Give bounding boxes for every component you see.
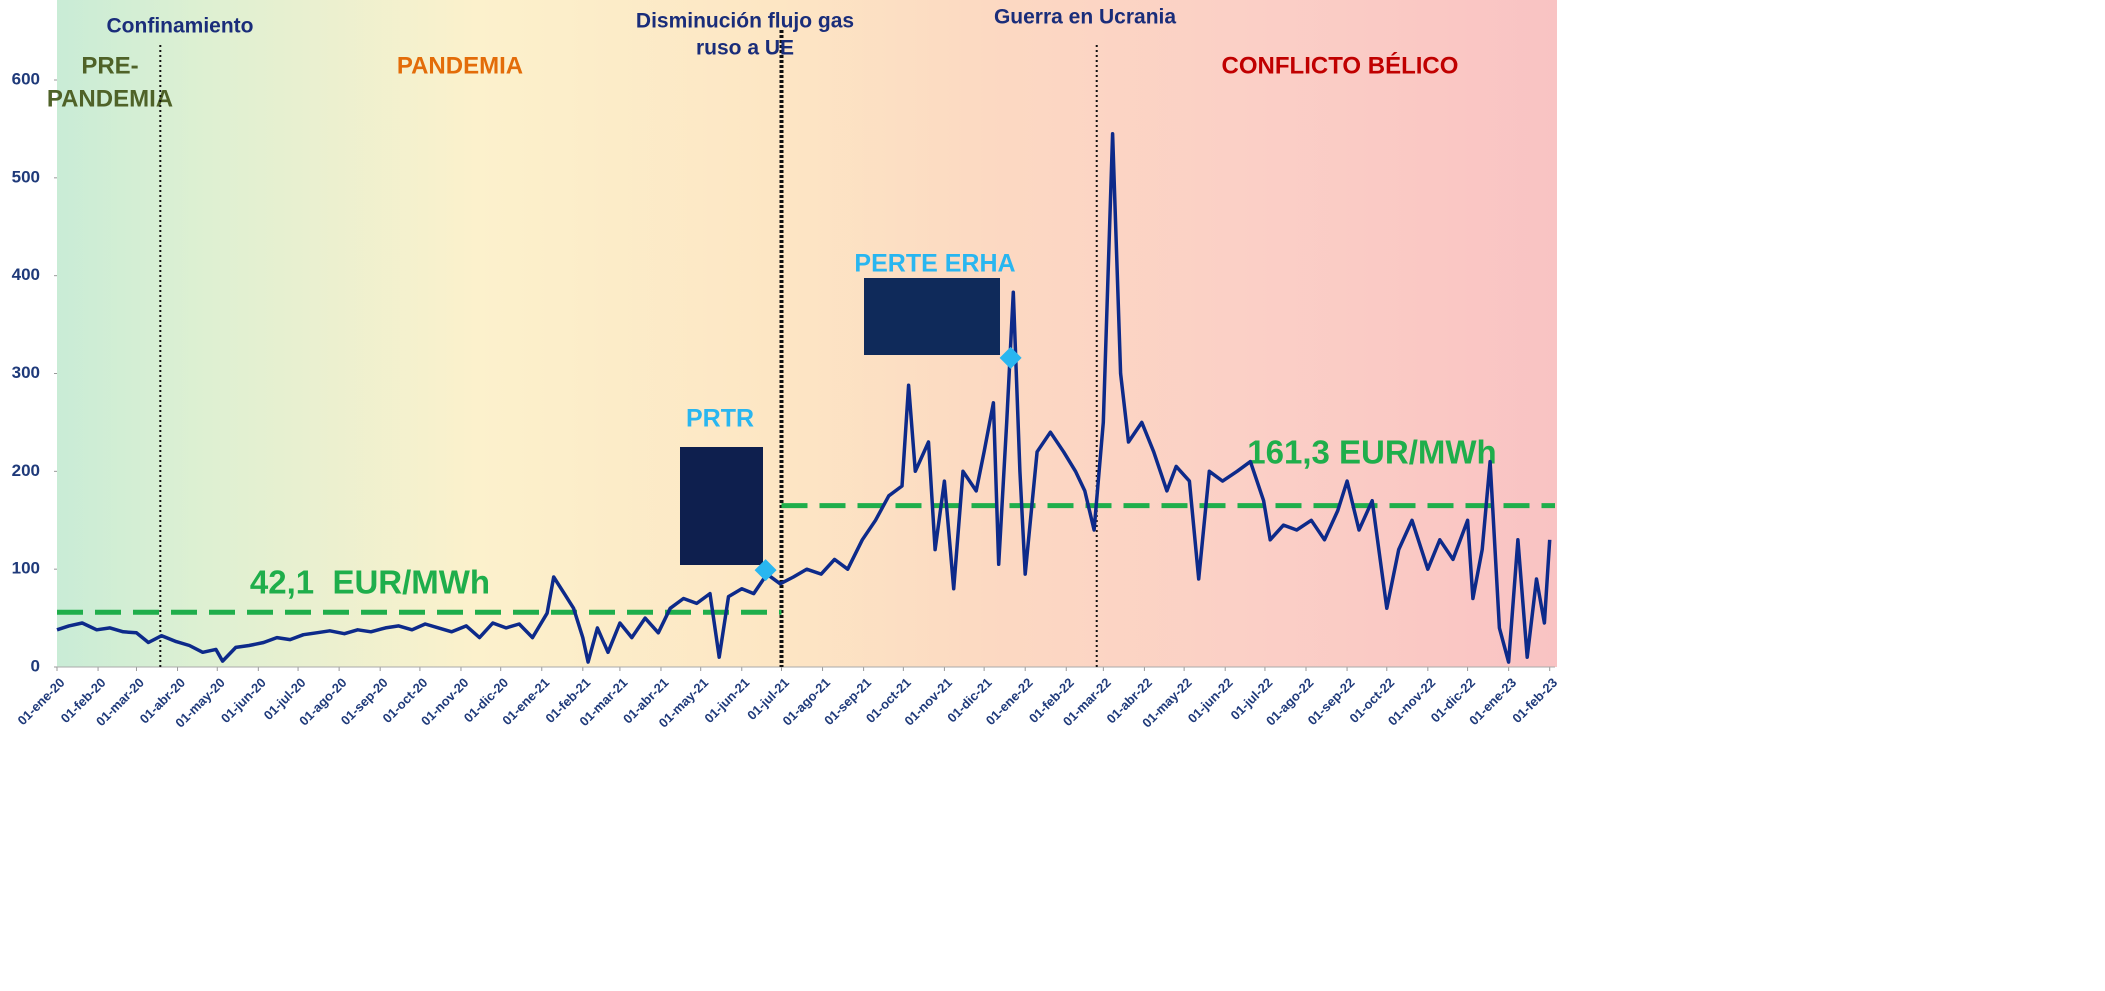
phase-label: PANDEMIA (397, 52, 523, 79)
phase-label: PRE- (81, 52, 138, 79)
price-line (56, 132, 1552, 664)
marker (999, 346, 1022, 369)
mean-label: 161,3 EUR/MWh (1247, 434, 1496, 471)
y-tick-label: 200 (12, 461, 40, 480)
mean-label: 42,1 EUR/MWh (250, 564, 490, 601)
marker (754, 559, 777, 582)
y-tick-label: 300 (12, 363, 40, 382)
marker-label: PRTR (686, 405, 754, 433)
event-label: Confinamiento (107, 15, 254, 38)
phase-label: PANDEMIA (47, 85, 173, 112)
x-tick-label: 01-feb-23 (1509, 675, 1560, 726)
event-label: Guerra en Ucrania (994, 6, 1176, 29)
event-label: ruso a UE (696, 37, 794, 60)
x-tick-label: 01-jun-22 (1185, 675, 1236, 726)
perte-image (864, 278, 1000, 355)
x-tick-label: 01-jun-21 (701, 675, 752, 726)
x-tick-label: 01-jun-20 (218, 675, 269, 726)
y-tick-label: 500 (12, 167, 40, 186)
marker-label: PERTE ERHA (854, 250, 1015, 278)
prtr-image (680, 447, 763, 565)
y-tick-label: 0 (31, 656, 40, 675)
y-tick-label: 100 (12, 559, 40, 578)
y-tick-label: 600 (12, 69, 40, 88)
phase-label: CONFLICTO BÉLICO (1222, 51, 1459, 79)
x-tick-label: 01-ene-20 (15, 675, 68, 728)
background (57, 0, 1557, 667)
y-tick-label: 400 (12, 265, 40, 284)
event-label: Disminución flujo gas (636, 10, 854, 33)
